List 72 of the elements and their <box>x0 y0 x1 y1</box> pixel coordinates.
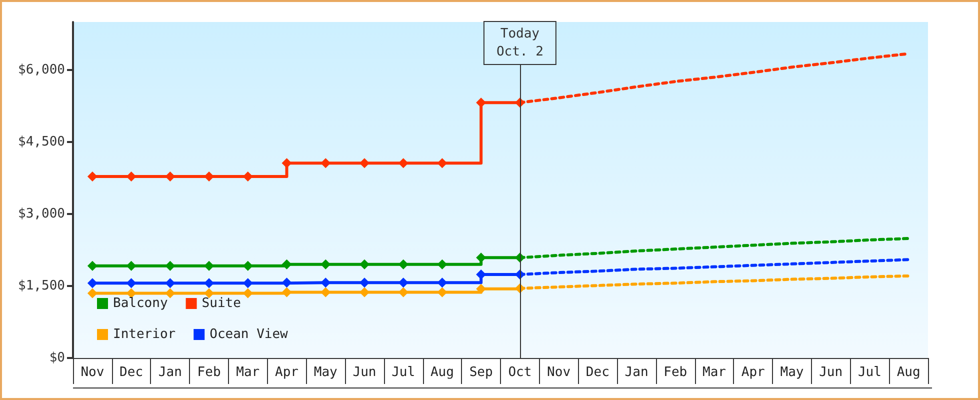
point <box>126 172 136 182</box>
x-tick-label: Jan <box>158 365 182 380</box>
legend-label: Balcony <box>113 296 168 311</box>
x-tick-label: Mar <box>236 365 260 380</box>
x-tick-label: Aug <box>896 365 920 380</box>
point <box>165 278 176 288</box>
point <box>398 278 408 288</box>
point <box>165 260 176 271</box>
point <box>320 278 331 288</box>
x-tick-label: Sep <box>469 365 493 380</box>
x-tick-label: Jul <box>392 365 416 380</box>
x-tick-label: Dec <box>586 365 610 380</box>
y-tick-label: $0 <box>49 350 65 366</box>
point <box>87 172 98 182</box>
point <box>476 252 486 263</box>
point <box>126 260 136 271</box>
point <box>320 158 331 168</box>
point <box>320 259 331 270</box>
x-tick-label: Jun <box>352 365 376 380</box>
x-tick-label: Aug <box>430 365 454 380</box>
point <box>359 259 370 270</box>
y-tick-label: $1,500 <box>18 278 65 294</box>
point <box>437 259 448 270</box>
ref-line-label: Today Oct. 2 <box>496 26 544 60</box>
x-tick-label: May <box>314 365 338 380</box>
y-tick-label: $6,000 <box>18 62 65 78</box>
point <box>359 158 370 168</box>
x-tick-label: Feb <box>197 365 221 380</box>
point <box>282 158 292 168</box>
point <box>437 287 448 298</box>
point <box>87 288 98 298</box>
point <box>359 278 370 288</box>
point <box>204 278 214 288</box>
x-tick-label: May <box>780 365 804 380</box>
point <box>359 287 370 298</box>
point <box>242 288 253 298</box>
legend-label: Ocean View <box>210 327 288 342</box>
legend-label: Suite <box>202 296 242 311</box>
point <box>87 278 98 288</box>
point <box>282 259 292 270</box>
point <box>320 287 331 298</box>
point <box>242 260 253 271</box>
point <box>398 287 408 298</box>
point <box>204 260 214 271</box>
x-tick-label: Apr <box>741 365 766 380</box>
point <box>476 284 486 294</box>
point <box>87 260 98 271</box>
point <box>165 288 176 298</box>
point <box>242 278 253 288</box>
y-tick-label: $3,000 <box>18 206 65 222</box>
x-tick-label: Nov <box>547 365 571 380</box>
x-tick-label: Mar <box>702 365 726 380</box>
x-tick-label: Jul <box>858 365 882 380</box>
point <box>165 172 176 182</box>
x-tick-label: Jan <box>624 365 648 380</box>
point <box>437 158 448 168</box>
point <box>476 98 486 108</box>
x-tick-label: Jun <box>819 365 843 380</box>
point <box>126 278 136 288</box>
point <box>282 287 292 298</box>
y-tick-label: $4,500 <box>18 134 65 150</box>
legend-label: Interior <box>113 327 176 342</box>
point <box>437 278 448 288</box>
x-tick-label: Dec <box>120 365 144 380</box>
point <box>398 259 408 270</box>
point <box>242 172 253 182</box>
x-tick-label: Oct <box>508 365 532 380</box>
x-tick-label: Feb <box>664 365 688 380</box>
x-tick-label: Nov <box>80 365 104 380</box>
point <box>282 278 292 288</box>
x-tick-label: Apr <box>275 365 299 380</box>
point <box>398 158 408 168</box>
